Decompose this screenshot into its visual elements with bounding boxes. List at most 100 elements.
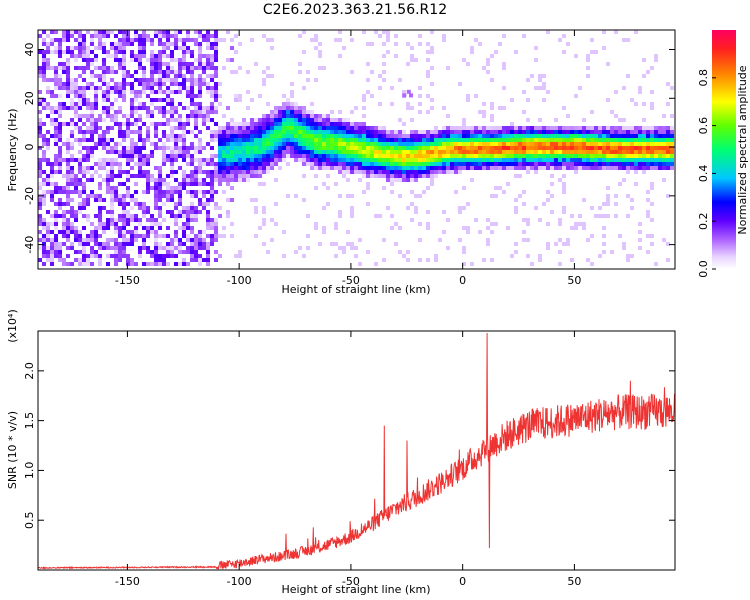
spectrogram-cell [98,38,102,42]
spectrogram-cell [482,158,486,162]
colorbar-tick-label: 0.0 [697,260,710,278]
spectrogram-cell [94,74,98,78]
spectrogram-cell [258,162,262,166]
spectrogram-cell [462,246,466,250]
spectrogram-cell [174,150,178,154]
spectrogram-cell [422,170,426,174]
spectrogram-cell [558,166,562,170]
spectrogram-cell [478,134,482,138]
spectrogram-cell [110,114,114,118]
spectrogram-cell [66,46,70,50]
spectrogram-cell [130,238,134,242]
spectrogram-cell [466,154,470,158]
spectrogram-cell [222,170,226,174]
spectrogram-cell [54,122,58,126]
spectrogram-cell [130,98,134,102]
spectrogram-cell [602,150,606,154]
spectrogram-cell [238,150,242,154]
spectrogram-cell [82,94,86,98]
spectrogram-cell [74,178,78,182]
spectrogram-cell [338,30,342,34]
spectrogram-cell [114,222,118,226]
spectrogram-cell [102,134,106,138]
spectrogram-cell [262,182,266,186]
spectrogram-cell [454,130,458,134]
spectrogram-cell [342,154,346,158]
spectrogram-cell [358,130,362,134]
spectrogram-cell [198,146,202,150]
spectrogram-cell [298,134,302,138]
spectrogram-cell [186,130,190,134]
spectrogram-cell [546,190,550,194]
spectrogram-cell [446,138,450,142]
spectrogram-cell [302,126,306,130]
spectrogram-cell [54,46,58,50]
spectrogram-cell [482,66,486,70]
spectrogram-cell [198,86,202,90]
spectrogram-cell [186,106,190,110]
spectrogram-cell [290,138,294,142]
spectrogram-cell [162,90,166,94]
spectrogram-cell [382,126,386,130]
spectrogram-cell [126,210,130,214]
spectrogram-cell [398,134,402,138]
spectrogram-cell [294,250,298,254]
spectrogram-cell [526,150,530,154]
spectrogram-cell [154,142,158,146]
spectrogram-cell [198,138,202,142]
spectrogram-cell [154,134,158,138]
spectrogram-cell [298,126,302,130]
spectrogram-cell [274,202,278,206]
spectrogram-cell [90,58,94,62]
spectrogram-cell [562,174,566,178]
spectrogram-cell [66,170,70,174]
spectrogram-cell [254,150,258,154]
spectrogram-cell [42,142,46,146]
spectrogram-cell [110,54,114,58]
spectrogram-cell [642,138,646,142]
spectrogram-cell [490,106,494,110]
spectrogram-cell [442,142,446,146]
spectrogram-cell [462,150,466,154]
spectrogram-cell [434,146,438,150]
spectrogram-cell [594,138,598,142]
spectrogram-cell [518,154,522,158]
spectrogram-cell [598,158,602,162]
spectrogram-cell [118,62,122,66]
spectrogram-cell [210,46,214,50]
spectrogram-cell [638,150,642,154]
spectrogram-cell [586,150,590,154]
spectrogram-cell [314,130,318,134]
spectrogram-cell [586,238,590,242]
spectrogram-cell [118,142,122,146]
spectrogram-cell [446,162,450,166]
spectrogram-cell [46,102,50,106]
spectrogram-cell [390,162,394,166]
spectrogram-cell [174,118,178,122]
spectrogram-cell [198,46,202,50]
spectrogram-cell [62,230,66,234]
spectrogram-cell [238,154,242,158]
spectrogram-cell [494,154,498,158]
spectrogram-cell [230,154,234,158]
spectrogram-cell [338,154,342,158]
spectrogram-cell [154,70,158,74]
spectrogram-cell [374,142,378,146]
spectrogram-cell [526,126,530,130]
spectrogram-cell [562,146,566,150]
spectrogram-cell [322,122,326,126]
spectrogram-cell [154,190,158,194]
spectrogram-cell [122,214,126,218]
spectrogram-cell [50,198,54,202]
spectrogram-cell [54,82,58,86]
spectrogram-cell [42,182,46,186]
spectrogram-cell [54,202,58,206]
spectrogram-cell [322,138,326,142]
spectrogram-cell [430,66,434,70]
spectrogram-cell [198,246,202,250]
spectrogram-cell [150,226,154,230]
spectrogram-cell [366,186,370,190]
spectrogram-cell [558,130,562,134]
spectrogram-cell [70,214,74,218]
spectrogram-cell [214,86,218,90]
